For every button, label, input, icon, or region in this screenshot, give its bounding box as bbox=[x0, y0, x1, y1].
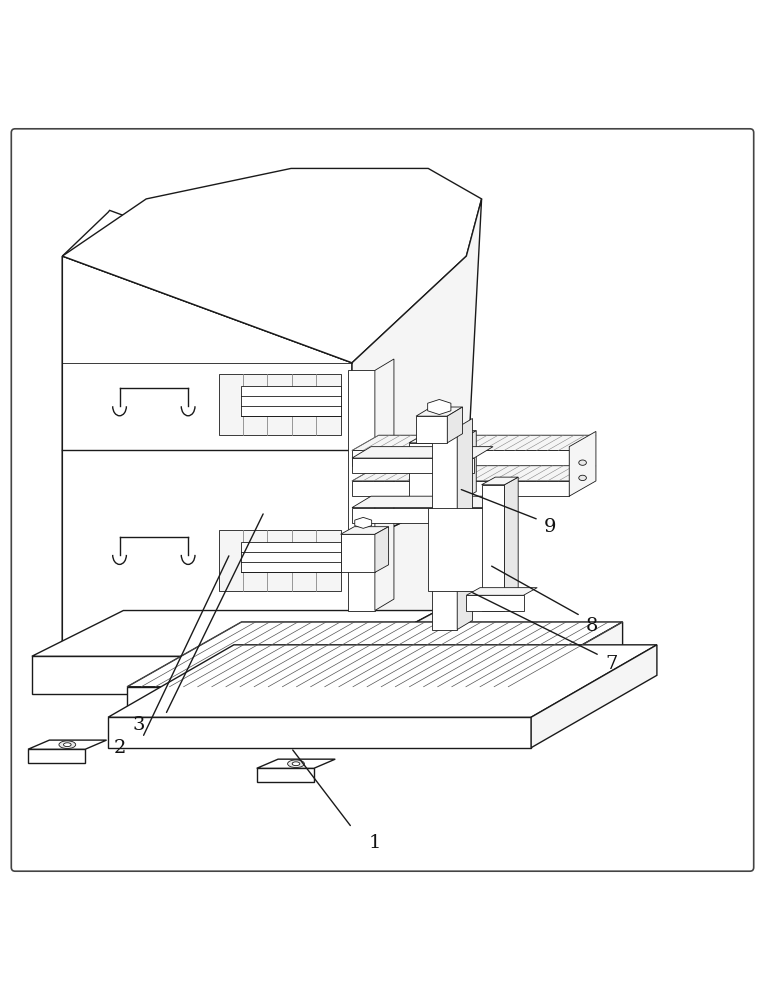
Text: 3: 3 bbox=[132, 716, 145, 734]
Polygon shape bbox=[352, 492, 467, 656]
Polygon shape bbox=[352, 435, 596, 450]
Text: 2: 2 bbox=[113, 739, 125, 757]
Ellipse shape bbox=[63, 743, 71, 747]
Polygon shape bbox=[108, 717, 531, 748]
Polygon shape bbox=[63, 256, 352, 656]
Polygon shape bbox=[63, 210, 399, 363]
Polygon shape bbox=[352, 496, 516, 508]
Polygon shape bbox=[428, 508, 496, 591]
Polygon shape bbox=[375, 359, 394, 611]
Polygon shape bbox=[219, 374, 340, 435]
Polygon shape bbox=[28, 749, 85, 763]
Polygon shape bbox=[455, 431, 477, 504]
Polygon shape bbox=[352, 458, 474, 473]
Polygon shape bbox=[531, 645, 657, 748]
Polygon shape bbox=[352, 508, 496, 523]
Ellipse shape bbox=[59, 741, 76, 748]
Text: 8: 8 bbox=[586, 617, 598, 635]
Polygon shape bbox=[63, 256, 352, 656]
Polygon shape bbox=[409, 431, 477, 443]
Polygon shape bbox=[340, 534, 375, 572]
Polygon shape bbox=[32, 595, 474, 656]
Polygon shape bbox=[28, 740, 106, 749]
Polygon shape bbox=[432, 428, 457, 630]
Polygon shape bbox=[219, 530, 340, 591]
Polygon shape bbox=[416, 407, 463, 416]
Polygon shape bbox=[257, 768, 314, 782]
Ellipse shape bbox=[579, 475, 587, 481]
Polygon shape bbox=[416, 416, 448, 443]
Polygon shape bbox=[504, 477, 518, 611]
Text: 1: 1 bbox=[369, 834, 381, 852]
Polygon shape bbox=[32, 656, 352, 694]
Polygon shape bbox=[569, 431, 596, 496]
Polygon shape bbox=[127, 687, 508, 717]
Polygon shape bbox=[352, 595, 467, 694]
Ellipse shape bbox=[288, 760, 304, 768]
Polygon shape bbox=[428, 399, 451, 415]
Polygon shape bbox=[409, 443, 455, 504]
Text: 9: 9 bbox=[544, 518, 556, 536]
Polygon shape bbox=[448, 407, 463, 443]
Polygon shape bbox=[340, 527, 389, 534]
Polygon shape bbox=[352, 466, 596, 481]
Ellipse shape bbox=[579, 460, 587, 465]
Polygon shape bbox=[496, 500, 510, 591]
Polygon shape bbox=[508, 622, 623, 717]
Polygon shape bbox=[355, 517, 372, 528]
Polygon shape bbox=[352, 447, 493, 458]
Ellipse shape bbox=[292, 762, 300, 766]
Polygon shape bbox=[63, 168, 482, 363]
Polygon shape bbox=[482, 485, 504, 611]
Polygon shape bbox=[467, 588, 537, 595]
Text: 7: 7 bbox=[605, 655, 617, 673]
Polygon shape bbox=[352, 450, 569, 466]
Polygon shape bbox=[352, 481, 569, 496]
Polygon shape bbox=[352, 199, 482, 546]
Polygon shape bbox=[242, 542, 340, 572]
Polygon shape bbox=[482, 477, 518, 485]
Polygon shape bbox=[257, 759, 335, 768]
Polygon shape bbox=[467, 595, 523, 611]
Polygon shape bbox=[352, 346, 470, 527]
Polygon shape bbox=[127, 622, 623, 687]
Polygon shape bbox=[242, 386, 340, 416]
Polygon shape bbox=[108, 645, 657, 717]
Polygon shape bbox=[375, 527, 389, 572]
Polygon shape bbox=[348, 370, 375, 611]
Polygon shape bbox=[457, 418, 473, 630]
